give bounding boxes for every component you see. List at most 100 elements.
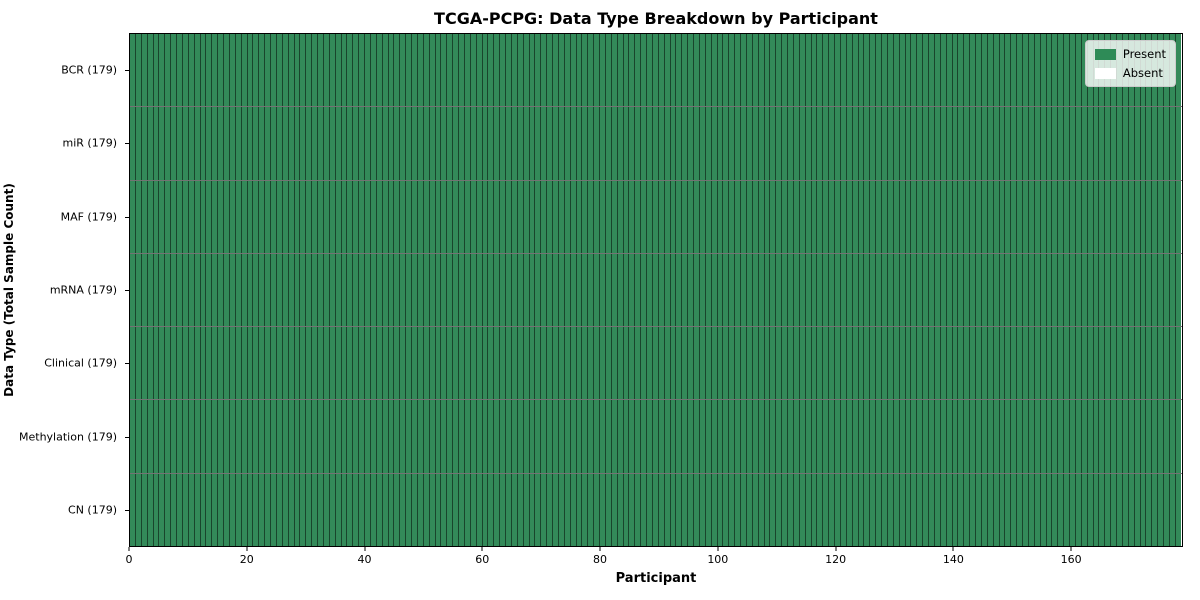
heatmap-cell: [388, 107, 395, 180]
heatmap-cell: [259, 107, 266, 180]
heatmap-cell: [682, 34, 689, 107]
heatmap-cell: [887, 400, 894, 473]
heatmap-cell: [905, 34, 912, 107]
heatmap-cell: [1128, 107, 1135, 180]
heatmap-cell: [165, 253, 172, 327]
heatmap-cell: [1122, 180, 1129, 253]
heatmap-cell: [699, 400, 706, 473]
heatmap-cell: [970, 253, 976, 327]
heatmap-cell: [300, 327, 307, 400]
heatmap-cell: [459, 34, 465, 107]
heatmap-cell: [611, 34, 618, 107]
heatmap-cell: [1093, 327, 1100, 400]
heatmap-cell: [711, 253, 718, 327]
heatmap-cell: [805, 473, 812, 546]
heatmap-cell: [400, 327, 407, 400]
heatmap-cell: [1128, 473, 1135, 546]
heatmap-cell: [1028, 473, 1035, 546]
heatmap-cell: [1111, 400, 1117, 473]
heatmap-cell: [1052, 473, 1059, 546]
heatmap-cell: [306, 34, 313, 107]
heatmap-cell: [294, 400, 301, 473]
heatmap-cell: [294, 253, 301, 327]
heatmap-cell: [1017, 400, 1023, 473]
heatmap-cell: [159, 473, 166, 546]
heatmap-cell: [993, 400, 1000, 473]
heatmap-cell: [788, 180, 794, 253]
heatmap-cell: [981, 473, 988, 546]
heatmap-cell: [541, 400, 548, 473]
heatmap-cell: [153, 473, 160, 546]
heatmap-cell: [817, 473, 824, 546]
heatmap-cell: [1134, 400, 1141, 473]
heatmap-cell: [1052, 34, 1059, 107]
heatmap-cell: [746, 107, 753, 180]
x-tick-label: 60: [475, 553, 490, 566]
heatmap-cell: [1070, 327, 1076, 400]
heatmap-cell: [893, 107, 900, 180]
heatmap-cell: [1122, 400, 1129, 473]
heatmap-cell: [776, 180, 783, 253]
heatmap-cell: [764, 180, 771, 253]
heatmap-cell: [658, 107, 665, 180]
heatmap-cell: [717, 180, 724, 253]
heatmap-cell: [323, 107, 330, 180]
heatmap-cell: [441, 107, 448, 180]
heatmap-cell: [605, 180, 612, 253]
heatmap-cell: [459, 473, 465, 546]
heatmap-cell: [623, 34, 630, 107]
heatmap-cell: [1017, 253, 1023, 327]
heatmap-cell: [453, 473, 459, 546]
heatmap-cell: [829, 253, 835, 327]
heatmap-cell: [1058, 107, 1065, 180]
heatmap-cell: [788, 327, 794, 400]
heatmap-cell: [840, 34, 847, 107]
heatmap-cell: [952, 400, 959, 473]
heatmap-cell: [224, 107, 230, 180]
heatmap-cell: [793, 180, 800, 253]
heatmap-cell: [1046, 327, 1053, 400]
heatmap-cell: [447, 400, 454, 473]
heatmap-cell: [341, 107, 348, 180]
heatmap-cell: [1023, 253, 1029, 327]
heatmap-cell: [1152, 400, 1159, 473]
heatmap-cell: [1081, 107, 1088, 180]
heatmap-cell: [793, 327, 800, 400]
heatmap-cell: [276, 107, 283, 180]
heatmap-cell: [276, 253, 283, 327]
heatmap-cell: [177, 107, 183, 180]
heatmap-cell: [259, 253, 266, 327]
heatmap-cell: [188, 34, 195, 107]
heatmap-cell: [758, 180, 765, 253]
heatmap-cell: [206, 400, 213, 473]
heatmap-cell: [864, 34, 871, 107]
heatmap-cell: [476, 327, 483, 400]
heatmap-cell: [558, 400, 565, 473]
heatmap-cell: [517, 400, 524, 473]
heatmap-cell: [388, 34, 395, 107]
heatmap-cell: [964, 400, 971, 473]
heatmap-cell: [1122, 327, 1129, 400]
heatmap-cell: [858, 473, 865, 546]
heatmap-cell: [688, 327, 694, 400]
legend-swatch: [1094, 67, 1116, 79]
heatmap-cell: [271, 473, 277, 546]
heatmap-cell: [882, 327, 888, 400]
heatmap-cell: [682, 400, 689, 473]
legend: Present Absent: [1084, 40, 1176, 87]
heatmap-cell: [611, 400, 618, 473]
heatmap-cell: [147, 327, 154, 400]
heatmap-cell: [970, 473, 976, 546]
heatmap-cell: [594, 107, 600, 180]
heatmap-cell: [464, 473, 471, 546]
heatmap-cell: [241, 400, 248, 473]
heatmap-cell: [829, 34, 835, 107]
heatmap-cell: [300, 400, 307, 473]
heatmap-cell: [506, 327, 512, 400]
heatmap-cell: [799, 253, 806, 327]
heatmap-cell: [376, 253, 383, 327]
heatmap-cell: [417, 253, 424, 327]
heatmap-cell: [335, 180, 342, 253]
heatmap-cell: [1158, 253, 1164, 327]
heatmap-cell: [435, 253, 442, 327]
